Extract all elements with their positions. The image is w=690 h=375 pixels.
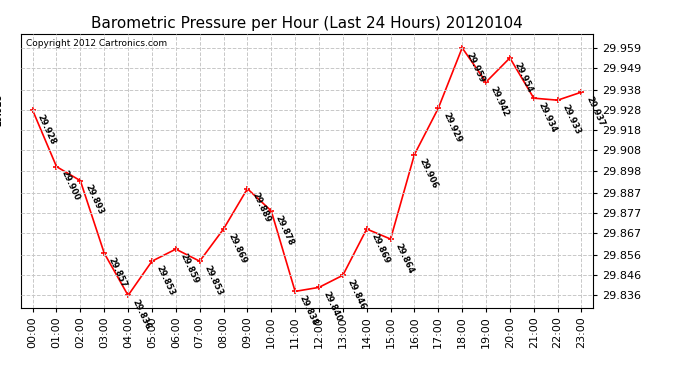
Text: 29.840: 29.840 xyxy=(322,290,344,323)
Text: 29.942: 29.942 xyxy=(489,85,511,118)
Text: 29.959: 29.959 xyxy=(465,51,486,84)
Text: 29.864: 29.864 xyxy=(393,242,415,275)
Text: 29.859: 29.859 xyxy=(179,252,200,285)
Text: 29.937: 29.937 xyxy=(584,95,606,128)
Text: 29.934: 29.934 xyxy=(537,101,558,134)
Text: 29.933: 29.933 xyxy=(560,103,582,136)
Title: Barometric Pressure per Hour (Last 24 Hours) 20120104: Barometric Pressure per Hour (Last 24 Ho… xyxy=(91,16,523,31)
Text: 29.893: 29.893 xyxy=(83,183,105,216)
Text: 29.853: 29.853 xyxy=(155,264,177,297)
Text: 29.900: 29.900 xyxy=(59,170,81,202)
Text: 29.889: 29.889 xyxy=(250,192,272,224)
Text: 29.906: 29.906 xyxy=(417,157,439,190)
Text: 29.853: 29.853 xyxy=(202,264,224,297)
Text: 29.928: 29.928 xyxy=(35,113,57,146)
Text: 29.836: 29.836 xyxy=(131,298,152,331)
Text: 29.857: 29.857 xyxy=(107,256,129,289)
Text: 29.929: 29.929 xyxy=(441,111,463,144)
Text: Copyright 2012 Cartronics.com: Copyright 2012 Cartronics.com xyxy=(26,39,168,48)
Text: 29.878: 29.878 xyxy=(274,214,296,247)
Text: 29.869: 29.869 xyxy=(226,232,248,265)
Text: 29.838: 29.838 xyxy=(298,294,319,327)
Text: 29.846: 29.846 xyxy=(346,278,368,311)
Text: 29.869: 29.869 xyxy=(369,232,391,265)
Text: 29.954: 29.954 xyxy=(513,61,535,94)
Text: 29.928: 29.928 xyxy=(0,94,3,126)
